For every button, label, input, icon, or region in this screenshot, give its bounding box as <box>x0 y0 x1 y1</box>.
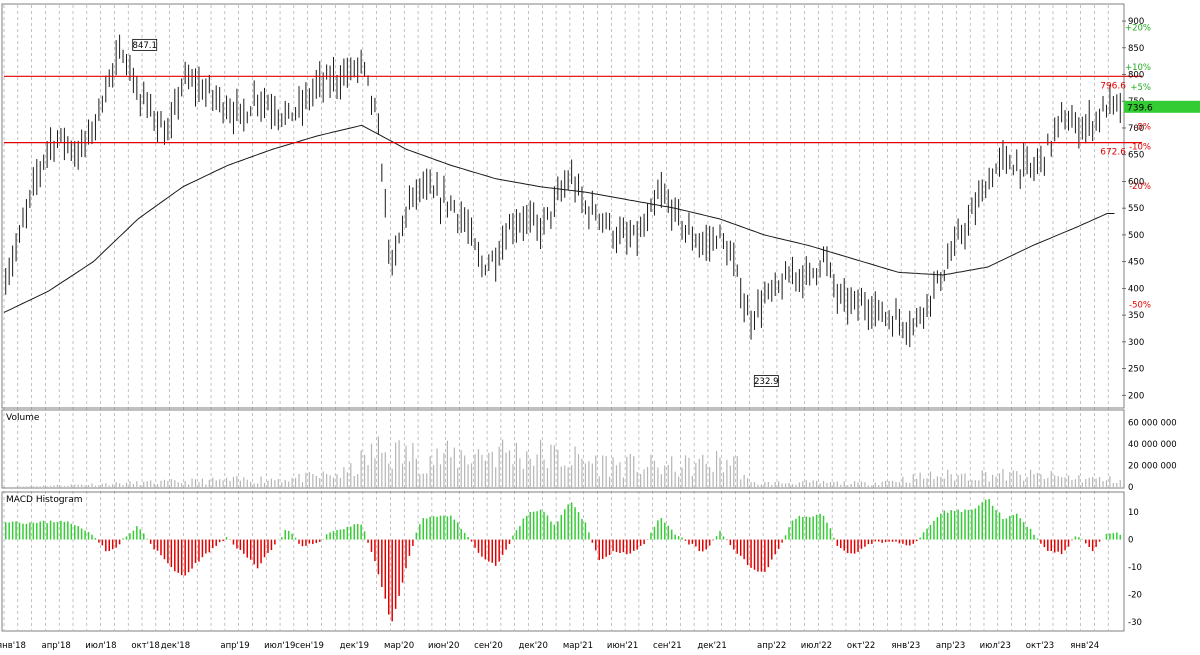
macd-tick-label: -30 <box>1128 618 1142 628</box>
x-tick-label: дек'21 <box>697 641 726 651</box>
volume-panel <box>5 436 1121 487</box>
volume-tick-label: 0 <box>1128 483 1133 493</box>
price-tick-label: 800 <box>1128 71 1144 81</box>
moving-average-line <box>3 124 1115 313</box>
pct-level-label: +20% <box>1125 24 1151 34</box>
min-label: 232.9 <box>754 377 778 387</box>
x-tick-label: апр'22 <box>757 641 786 651</box>
x-tick-label: сен'19 <box>295 641 324 651</box>
x-tick-label: окт'18 <box>131 641 159 651</box>
price-tick-label: 500 <box>1128 231 1144 241</box>
macd-panel-frame <box>1 491 1125 632</box>
x-tick-label: сен'21 <box>653 641 682 651</box>
x-tick-label: окт'22 <box>847 641 875 651</box>
volume-tick-label: 20 000 000 <box>1128 462 1177 472</box>
price-tick-label: 900 <box>1128 17 1144 27</box>
max-label-box <box>132 38 158 51</box>
price-tick-label: 250 <box>1128 365 1144 375</box>
price-tick-label: 700 <box>1128 124 1144 134</box>
x-tick-label: дек'18 <box>161 641 190 651</box>
x-tick-label: июл'19 <box>264 641 295 651</box>
x-tick-label: апр'23 <box>936 641 965 651</box>
axes: 2002503003504004505005506006507007508008… <box>0 17 1200 651</box>
x-tick-label: янв'18 <box>0 641 26 651</box>
pct-level-label: -10% <box>1129 142 1151 152</box>
price-tick-label: 850 <box>1128 44 1144 54</box>
min-label-box <box>753 375 779 387</box>
pct-level-label: -50% <box>1129 301 1151 311</box>
x-tick-label: июн'21 <box>607 641 638 651</box>
volume-tick-label: 60 000 000 <box>1128 419 1177 429</box>
x-tick-label: сен'20 <box>474 641 503 651</box>
price-tick-label: 550 <box>1128 204 1144 214</box>
macd-tick-label: 10 <box>1128 508 1139 518</box>
x-tick-label: дек'19 <box>340 641 369 651</box>
x-tick-label: апр'18 <box>42 641 71 651</box>
x-tick-label: мар'20 <box>384 641 414 651</box>
price-tick-label: 650 <box>1128 151 1144 161</box>
price-tick-label: 400 <box>1128 284 1144 294</box>
macd-tick-label: 0 <box>1128 536 1133 546</box>
x-tick-label: дек'20 <box>518 641 547 651</box>
pct-level-label: +10% <box>1125 63 1151 73</box>
pct-level-label: -5% <box>1134 123 1151 133</box>
pct-level-label: -20% <box>1129 182 1151 192</box>
last-price-label: 739.6 <box>1127 103 1153 113</box>
volume-panel-frame <box>1 409 1125 489</box>
x-tick-label: мар'21 <box>563 641 593 651</box>
x-tick-label: июл'18 <box>85 641 116 651</box>
macd-tick-label: -20 <box>1128 590 1142 600</box>
pct-level-label: +5% <box>1130 83 1151 93</box>
x-tick-label: июн'20 <box>428 641 459 651</box>
volume-title: Volume <box>6 413 40 423</box>
vertical-grid <box>3 5 1109 630</box>
macd-panel <box>4 499 1122 622</box>
macd-title: MACD Histogram <box>6 495 83 505</box>
x-tick-label: янв'24 <box>1070 641 1099 651</box>
volume-tick-label: 40 000 000 <box>1128 440 1177 450</box>
price-tick-label: 300 <box>1128 338 1144 348</box>
x-tick-label: июл'23 <box>980 641 1011 651</box>
last-price-badge <box>1124 100 1200 113</box>
x-tick-label: янв'23 <box>891 641 920 651</box>
support-label: 672.6 <box>1100 148 1126 158</box>
resistance-label: 796.6 <box>1100 81 1126 91</box>
macd-tick-label: -10 <box>1128 563 1142 573</box>
price-panel-frame <box>1 3 1125 409</box>
price-tick-label: 350 <box>1128 311 1144 321</box>
max-label: 847.1 <box>133 41 157 51</box>
price-panel: 796.6 672.6 +20% +10% +5% -5% -10% -20% -50% 847.… <box>3 24 1151 387</box>
x-tick-label: апр'19 <box>220 641 249 651</box>
x-tick-label: июл'22 <box>801 641 832 651</box>
price-tick-label: 450 <box>1128 258 1144 268</box>
price-tick-label: 200 <box>1128 391 1144 401</box>
x-tick-label: окт'23 <box>1026 641 1054 651</box>
price-tick-label: 600 <box>1128 177 1144 187</box>
